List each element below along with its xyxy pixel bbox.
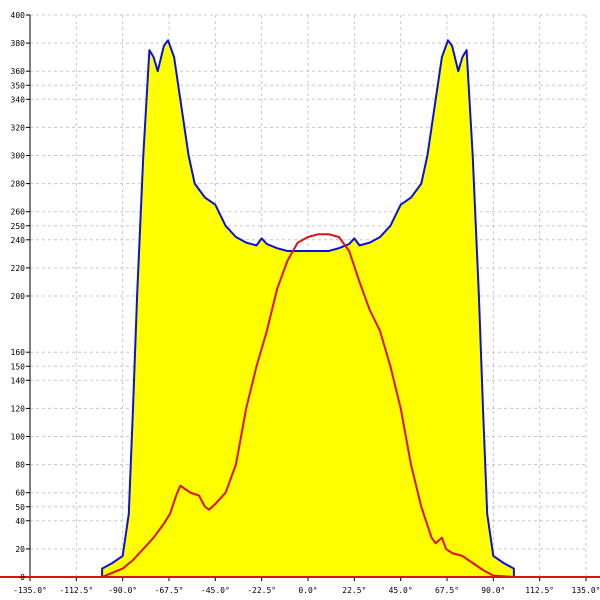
axes <box>0 14 600 581</box>
x-tick-label: -67.5° <box>155 586 184 595</box>
y-tick-label: 0 <box>20 573 25 582</box>
x-tick-label: -112.5° <box>59 586 93 595</box>
y-tick-label: 300 <box>11 152 26 161</box>
y-tick-label: 40 <box>15 517 25 526</box>
x-tick-label: -135.0° <box>13 586 47 595</box>
y-tick-label: 60 <box>15 489 25 498</box>
y-tick-label: 80 <box>15 461 25 470</box>
y-tick-label: 400 <box>11 11 26 20</box>
series-layer <box>101 39 515 578</box>
y-tick-label: 350 <box>11 81 26 90</box>
x-tick-label: 0.0° <box>298 586 317 595</box>
x-tick-label: -90.0° <box>108 586 137 595</box>
y-tick-label: 20 <box>15 545 25 554</box>
x-tick-label: -45.0° <box>201 586 230 595</box>
y-tick-label: 50 <box>15 503 25 512</box>
y-tick-label: 160 <box>11 348 26 357</box>
series-1-line <box>101 39 515 577</box>
y-tick-label: 220 <box>11 264 26 273</box>
x-tick-label: 112.5° <box>525 586 554 595</box>
y-tick-label: 100 <box>11 433 26 442</box>
series-2-line <box>101 233 514 578</box>
x-tick-label: 22.5° <box>342 586 366 595</box>
y-tick-label: 200 <box>11 292 26 301</box>
y-tick-label: 240 <box>11 236 26 245</box>
x-tick-label: 45.0° <box>389 586 413 595</box>
y-tick-label: 120 <box>11 404 26 413</box>
x-tick-label: -22.5° <box>247 586 276 595</box>
y-tick-label: 150 <box>11 362 26 371</box>
x-tick-label: 67.5° <box>435 586 459 595</box>
y-tick-label: 320 <box>11 123 26 132</box>
y-tick-label: 260 <box>11 208 26 217</box>
y-tick-label: 250 <box>11 222 26 231</box>
x-tick-label: 135.0° <box>572 586 600 595</box>
x-tick-label: 90.0° <box>481 586 505 595</box>
y-tick-label: 360 <box>11 67 26 76</box>
tick-labels: -135.0° -112.5° -90.0° -67.5° -45.0° -22.5° 0.… <box>11 11 600 595</box>
series-1-area <box>102 40 514 578</box>
y-tick-label: 280 <box>11 180 26 189</box>
y-tick-label: 380 <box>11 39 26 48</box>
y-tick-label: 140 <box>11 376 26 385</box>
y-tick-label: 340 <box>11 95 26 104</box>
